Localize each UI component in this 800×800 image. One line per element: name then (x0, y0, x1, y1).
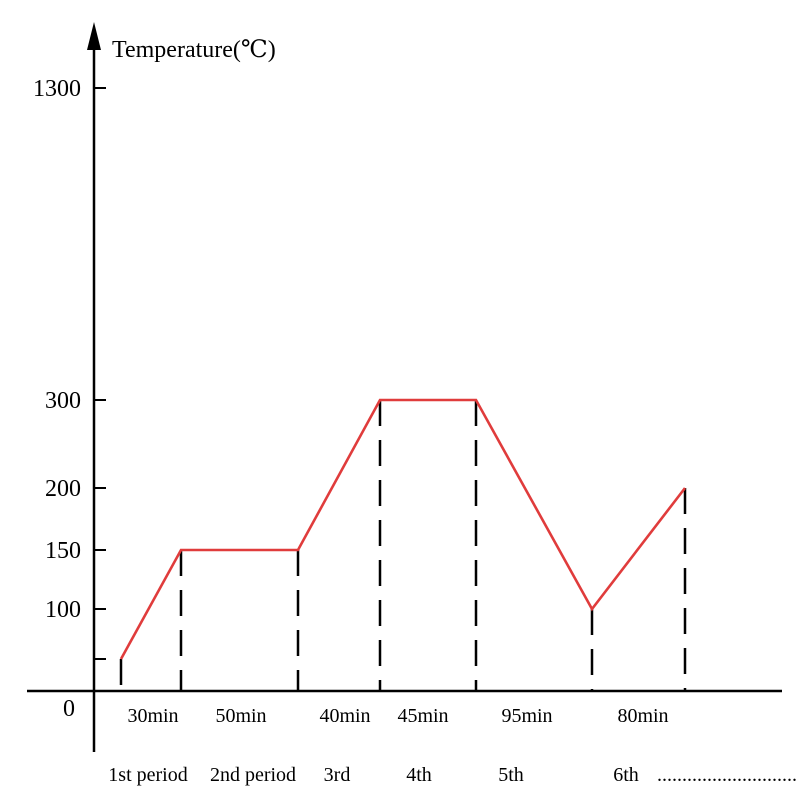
period-label: 1st period (108, 764, 187, 786)
duration-label: 50min (215, 705, 266, 727)
period-label: 5th (498, 764, 524, 786)
period-label: 2nd period (210, 764, 296, 786)
ytick-label: 200 (45, 476, 81, 502)
dashed-drop-lines (119, 400, 687, 691)
ytick-label: 150 (45, 538, 81, 564)
temperature-line (119, 398, 687, 660)
y-ticks: 100 150 200 300 1300 (33, 76, 106, 623)
continuation-dots: ............................ (657, 764, 797, 786)
duration-label: 80min (617, 705, 668, 727)
axes (27, 22, 782, 752)
period-label: 3rd (324, 764, 351, 786)
period-labels: 1st period 2nd period 3rd 4th 5th 6th (108, 764, 639, 786)
period-label: 6th (613, 764, 639, 786)
y-axis-arrow (87, 22, 101, 50)
ytick-label: 100 (45, 597, 81, 623)
duration-labels: 30min 50min 40min 45min 95min 80min (127, 705, 668, 727)
y-axis-label: Temperature(℃) (112, 37, 276, 63)
zero-label: 0 (63, 696, 75, 722)
duration-label: 30min (127, 705, 178, 727)
period-label: 4th (406, 764, 432, 786)
temperature-series (119, 398, 687, 660)
ytick-label: 1300 (33, 76, 81, 102)
ytick-label: 300 (45, 388, 81, 414)
duration-label: 95min (501, 705, 552, 727)
duration-label: 45min (397, 705, 448, 727)
duration-label: 40min (319, 705, 370, 727)
